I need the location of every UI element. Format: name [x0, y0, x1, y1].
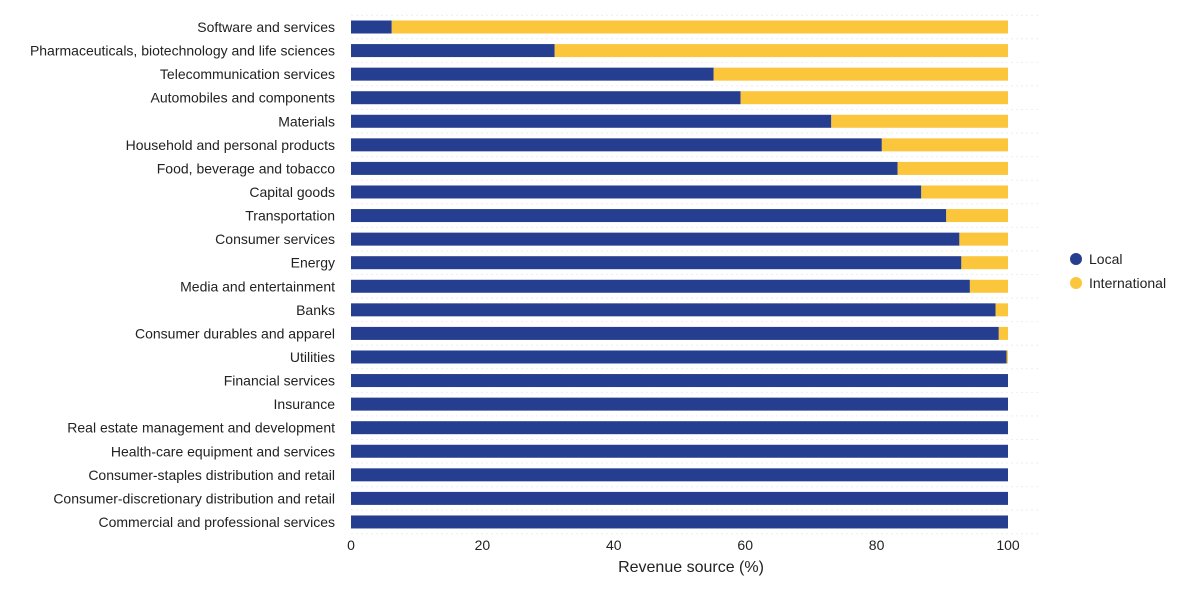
bar-international: [740, 91, 1008, 105]
bar-international: [921, 185, 1008, 199]
bar-international: [969, 279, 1008, 293]
bar-local: [351, 44, 555, 58]
category-labels: Software and services Pharmaceuticals, bi…: [30, 19, 335, 530]
category-label: Financial services: [224, 373, 335, 389]
category-label: Real estate management and development: [67, 420, 335, 436]
category-label: Consumer-staples distribution and retail: [88, 467, 335, 483]
bar-local: [351, 161, 898, 175]
category-label: Consumer services: [215, 231, 335, 247]
bar-international: [391, 20, 1008, 34]
bar-local: [351, 67, 714, 81]
x-axis-ticks: 0 20 40 60 80 100: [347, 537, 1020, 553]
legend-label-local: Local: [1089, 251, 1122, 267]
bar-local: [351, 350, 1007, 364]
bar-local: [351, 444, 1008, 458]
bar-international: [1006, 350, 1008, 364]
category-label: Consumer durables and apparel: [135, 325, 335, 341]
category-label: Commercial and professional services: [98, 514, 335, 530]
bar-local: [351, 256, 962, 270]
category-label: Utilities: [290, 349, 335, 365]
bar-international: [946, 209, 1008, 223]
category-label: Capital goods: [249, 184, 335, 200]
bar-international: [959, 232, 1008, 246]
category-label: Telecommunication services: [160, 66, 335, 82]
bar-local: [351, 209, 947, 223]
bar-local: [351, 468, 1008, 482]
bar-local: [351, 279, 970, 293]
x-tick-label: 80: [869, 537, 885, 553]
bar-local: [351, 491, 1008, 505]
bar-local: [351, 91, 741, 105]
bar-local: [351, 374, 1008, 388]
category-label: Energy: [291, 255, 335, 271]
bar-local: [351, 232, 960, 246]
bar-international: [554, 44, 1008, 58]
bar-local: [351, 303, 996, 317]
category-label: Household and personal products: [126, 137, 335, 153]
category-label: Automobiles and components: [151, 90, 335, 106]
x-axis-title: Revenue source (%): [618, 559, 764, 576]
category-label: Transportation: [245, 208, 335, 224]
legend: Local International: [1070, 251, 1166, 291]
legend-marker-international: [1070, 277, 1082, 289]
bar-local: [351, 397, 1008, 411]
category-label: Media and entertainment: [180, 278, 335, 294]
bar-local: [351, 515, 1008, 529]
bar-local: [351, 185, 922, 199]
legend-label-international: International: [1089, 275, 1166, 291]
x-tick-label: 100: [996, 537, 1020, 553]
category-label: Consumer-discretionary distribution and …: [53, 490, 335, 506]
bars: [351, 20, 1008, 529]
x-tick-label: 20: [475, 537, 491, 553]
x-tick-label: 40: [606, 537, 622, 553]
bar-international: [897, 161, 1008, 175]
category-label: Health-care equipment and services: [111, 443, 335, 459]
bar-local: [351, 20, 392, 34]
bar-local: [351, 114, 832, 128]
x-tick-label: 0: [347, 537, 355, 553]
category-label: Pharmaceuticals, biotechnology and life …: [30, 43, 335, 59]
bar-international: [881, 138, 1008, 152]
bar-local: [351, 138, 882, 152]
category-label: Insurance: [274, 396, 336, 412]
bar-local: [351, 326, 999, 340]
category-label: Banks: [296, 302, 335, 318]
category-label: Food, beverage and tobacco: [157, 160, 335, 176]
category-label: Materials: [278, 113, 335, 129]
bar-international: [998, 326, 1008, 340]
category-label: Software and services: [197, 19, 335, 35]
bar-international: [995, 303, 1008, 317]
x-tick-label: 60: [737, 537, 753, 553]
bar-international: [831, 114, 1008, 128]
bar-international: [713, 67, 1008, 81]
legend-marker-local: [1070, 253, 1082, 265]
bar-local: [351, 421, 1008, 435]
bar-international: [961, 256, 1008, 270]
